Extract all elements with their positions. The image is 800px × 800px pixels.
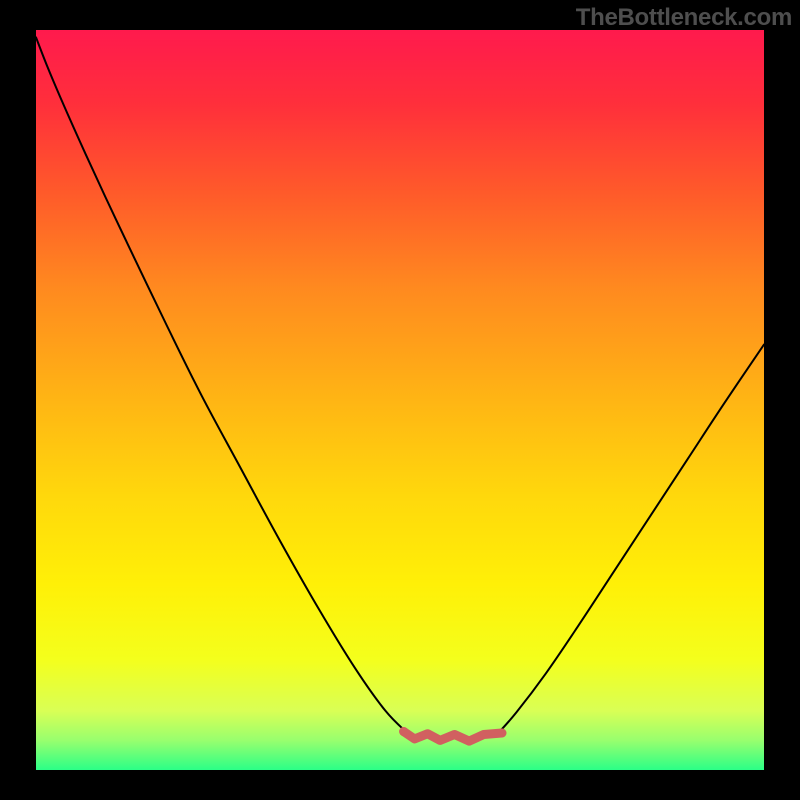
- plot-area: [36, 30, 764, 770]
- curve-flat-minimum: [404, 732, 502, 742]
- flat-start-dot: [399, 727, 408, 736]
- bottleneck-curve: [36, 30, 764, 770]
- curve-left-branch: [36, 37, 407, 733]
- watermark-text: TheBottleneck.com: [576, 4, 792, 32]
- curve-right-branch: [498, 345, 764, 734]
- chart-container: TheBottleneck.com: [0, 0, 800, 800]
- flat-end-dot: [497, 729, 506, 738]
